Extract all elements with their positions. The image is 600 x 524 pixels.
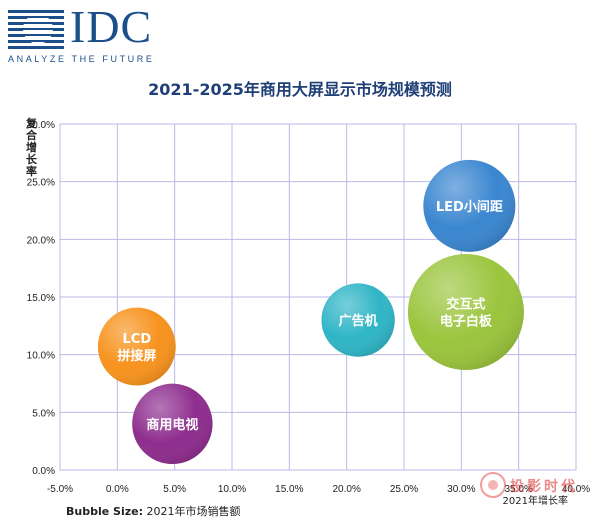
idc-globe-icon <box>8 10 64 49</box>
x-tick-label: 15.0% <box>275 484 303 495</box>
x-tick-label: 30.0% <box>447 484 475 495</box>
y-tick-label: 20.0% <box>27 235 55 246</box>
x-tick-label: -5.0% <box>47 484 73 495</box>
y-tick-label: 0.0% <box>32 466 55 477</box>
x-axis-title: 2021年增长率 <box>503 494 568 507</box>
x-tick-label: 35.0% <box>504 484 532 495</box>
bubble-shine <box>97 307 176 386</box>
y-axis-title: 复合增长率 <box>26 117 37 178</box>
bubble: 广告机 <box>321 283 395 357</box>
bubble-shine <box>423 159 516 252</box>
bubble: 商用电视 <box>132 383 213 465</box>
bubble-label: 商用电视 <box>146 417 198 433</box>
bubble-size-text: 2021年市场销售额 <box>146 505 241 518</box>
y-tick-label: 5.0% <box>32 408 55 419</box>
x-tick-label: 40.0% <box>562 484 590 495</box>
bubble-shine <box>321 283 395 357</box>
watermark-seal-icon <box>480 472 506 498</box>
y-tick-label: 25.0% <box>27 178 55 189</box>
y-tick-label: 15.0% <box>27 293 55 304</box>
bubble-size-label: Bubble Size: <box>66 505 143 518</box>
idc-logo: IDC ANALYZE THE FUTURE <box>8 4 168 70</box>
bubble-label: 拼接屏 <box>117 348 156 364</box>
watermark-text: 投影时代 <box>510 479 578 495</box>
bubble-shine <box>407 253 524 370</box>
bubble-label: 交互式 <box>446 296 485 312</box>
bubble-label: LED小间距 <box>436 199 503 215</box>
x-tick-label: 20.0% <box>332 484 360 495</box>
idc-tagline: ANALYZE THE FUTURE <box>8 54 155 64</box>
y-tick-label: 30.0% <box>27 120 55 131</box>
idc-wordmark: IDC <box>70 1 153 52</box>
bubble-size-note: Bubble Size: 2021年市场销售额 <box>66 503 240 519</box>
y-tick-label: 10.0% <box>27 351 55 362</box>
bubble-label: LCD <box>123 332 152 347</box>
bubble-label: 电子白板 <box>440 313 493 329</box>
bubble: LED小间距 <box>423 159 516 252</box>
x-tick-label: 0.0% <box>106 484 129 495</box>
x-tick-label: 5.0% <box>163 484 186 495</box>
x-tick-label: 25.0% <box>390 484 418 495</box>
chart-title: 2021-2025年商用大屏显示市场规模预测 <box>148 80 452 99</box>
x-tick-label: 10.0% <box>218 484 246 495</box>
bubble-label: 广告机 <box>339 313 378 329</box>
bubble-shine <box>132 383 213 465</box>
